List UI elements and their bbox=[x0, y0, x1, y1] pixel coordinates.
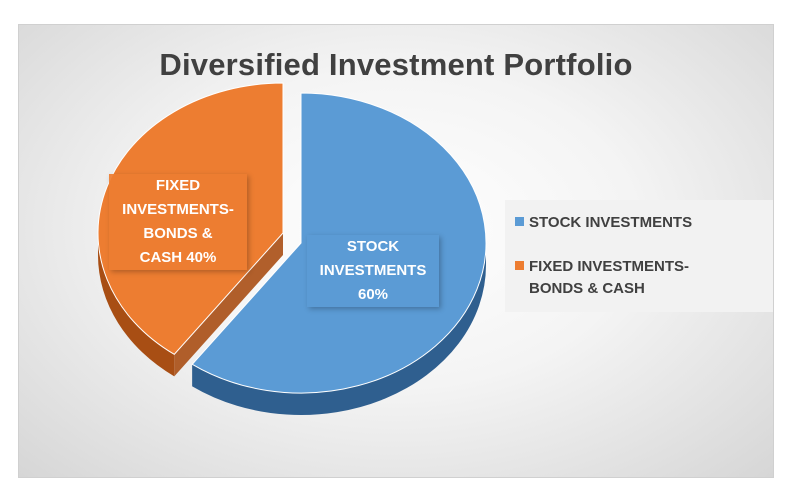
slice-label-line: INVESTMENTS bbox=[319, 262, 427, 279]
chart-title: Diversified Investment Portfolio bbox=[159, 47, 633, 82]
legend-entry-fixed: FIXED INVESTMENTS- BONDS & CASH bbox=[509, 256, 769, 300]
pie-slice-edge bbox=[174, 233, 283, 377]
slice-label-line: INVESTMENTS- bbox=[122, 201, 234, 218]
legend-swatch-fixed bbox=[515, 261, 524, 270]
pie-slice-side bbox=[192, 243, 486, 416]
chart-area: Diversified Investment Portfolio STOCK I… bbox=[18, 24, 774, 478]
legend-swatch-stock bbox=[515, 217, 524, 226]
legend-entry-stock: STOCK INVESTMENTS bbox=[509, 212, 769, 234]
slice-label-line: BONDS & bbox=[143, 225, 213, 242]
slice-label-line: STOCK bbox=[346, 238, 400, 255]
slice-label-line: 60% bbox=[357, 286, 389, 303]
slice-label-line: CASH 40% bbox=[139, 249, 217, 266]
pie-slice-side bbox=[98, 233, 175, 377]
slice-label-line: FIXED bbox=[155, 177, 201, 194]
legend-label-stock: STOCK INVESTMENTS bbox=[529, 214, 693, 231]
slice-label-stock: STOCK INVESTMENTS 60% bbox=[307, 235, 439, 307]
legend-label-fixed: FIXED INVESTMENTS- BONDS & CASH bbox=[529, 258, 690, 297]
chart-legend: STOCK INVESTMENTS FIXED INVESTMENTS- BON… bbox=[505, 200, 773, 312]
slice-label-fixed: FIXED INVESTMENTS- BONDS & CASH 40% bbox=[109, 174, 247, 270]
